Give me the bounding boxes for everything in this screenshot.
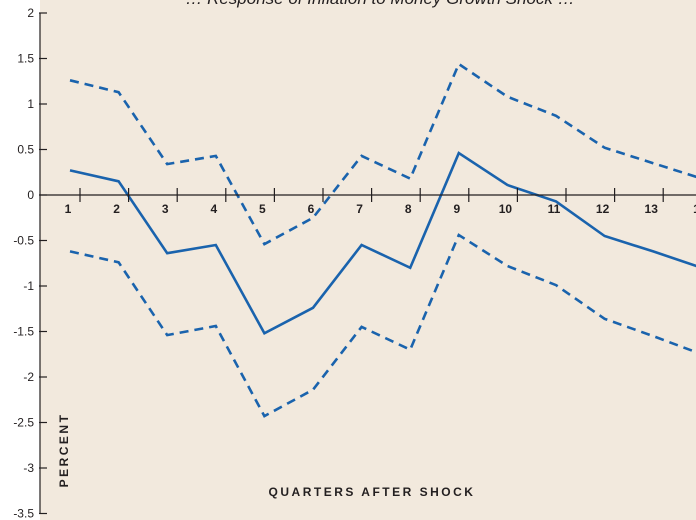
x-tick-label: 5 [259,202,266,216]
y-tick-label: -1.5 [13,325,34,339]
y-tick-label: 1 [27,97,34,111]
x-tick-label: 6 [308,202,315,216]
y-tick-label: 0 [27,188,34,202]
x-tick-label: 14 [693,202,696,216]
upper-bound-series-line [69,62,696,246]
x-tick-label: 3 [162,202,169,216]
y-tick-label: -3.5 [13,507,34,520]
y-tick-label: -3 [23,461,34,475]
x-tick-label: 1 [65,202,72,216]
lower-bound-series-line [69,233,696,418]
y-axis-title: PERCENT [57,413,71,488]
chart-title: … Response of Inflation to Money Growth … [185,0,574,8]
y-tick-label: 0.5 [17,143,34,157]
x-tick-label: 2 [113,202,120,216]
y-tick-label: -0.5 [13,234,34,248]
x-tick-label: 9 [453,202,460,216]
y-tick-label: 2 [27,6,34,20]
y-tick-label: -1 [23,279,34,293]
y-tick-label: -2 [23,370,34,384]
response-series-line [69,151,696,336]
x-tick-label: 4 [210,202,217,216]
x-tick-label: 7 [356,202,363,216]
y-tick-label: 1.5 [17,52,34,66]
x-tick-label: 12 [596,202,610,216]
x-tick-label: 13 [645,202,659,216]
x-tick-label: 11 [548,202,561,216]
x-axis-title: QUARTERS AFTER SHOCK [269,485,476,499]
x-tick-label: 8 [405,202,412,216]
plot-background [40,0,696,520]
y-tick-label: -2.5 [13,416,34,430]
x-tick-label: 10 [499,202,513,216]
